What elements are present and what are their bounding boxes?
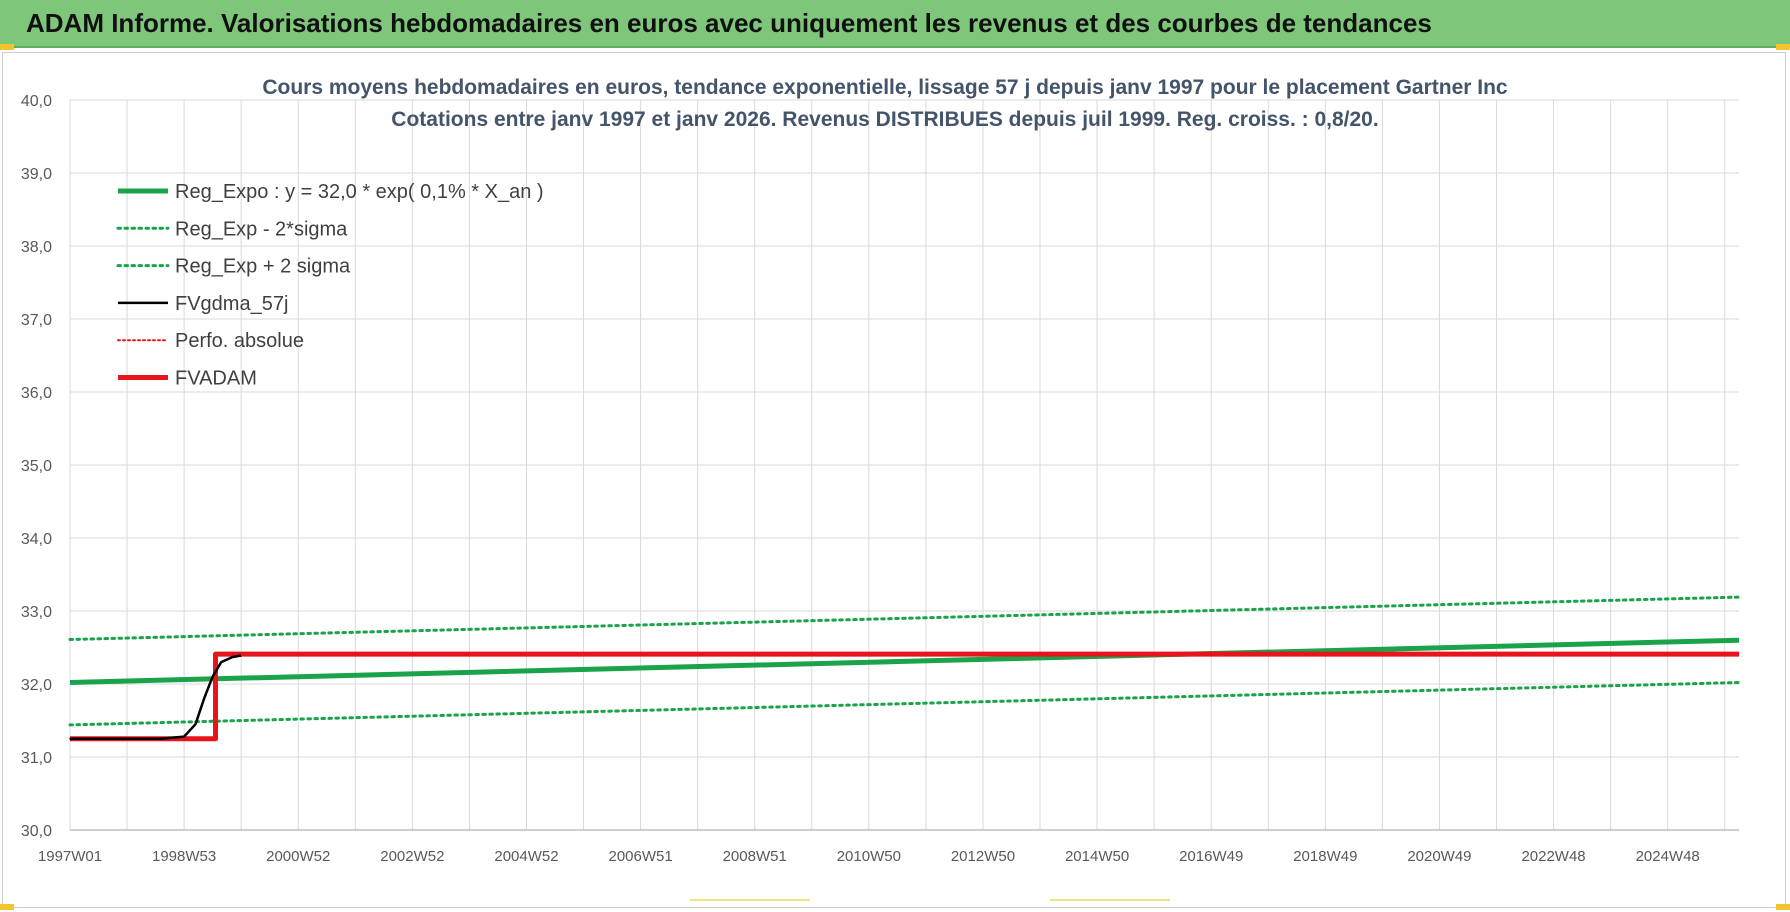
y-tick-label: 34,0	[21, 531, 52, 548]
footer-mark	[690, 899, 810, 901]
x-tick-label: 2008W51	[723, 848, 787, 865]
x-tick-label: 2012W50	[951, 848, 1015, 865]
y-tick-label: 33,0	[21, 604, 52, 621]
legend-label: Reg_Exp - 2*sigma	[175, 218, 348, 240]
footer-mark	[1050, 899, 1170, 901]
x-tick-label: 1998W53	[152, 848, 216, 865]
legend-label: Reg_Exp + 2 sigma	[175, 256, 351, 278]
y-tick-label: 40,0	[21, 93, 52, 110]
x-tick-label: 1997W01	[38, 848, 102, 865]
series-line	[70, 651, 1739, 742]
x-axis-ticks: 1997W01 1998W53 2000W52 2002W52 2004W52 2006W…	[38, 848, 1700, 865]
chart-title: Cours moyens hebdomadaires en euros, ten…	[262, 76, 1508, 131]
legend-label: Reg_Expo : y = 32,0 * exp( 0,1% * X_an )	[175, 181, 544, 203]
x-tick-label: 2020W49	[1407, 848, 1471, 865]
series-line	[68, 681, 1741, 727]
series-line	[69, 653, 1740, 740]
x-tick-label: 2006W51	[608, 848, 672, 865]
corner-mark	[0, 904, 14, 910]
corner-mark	[1776, 44, 1790, 50]
series-line	[70, 654, 242, 741]
y-tick-label: 30,0	[21, 823, 52, 840]
report-banner: ADAM Informe. Valorisations hebdomadaire…	[0, 0, 1790, 48]
corner-mark	[0, 44, 14, 50]
y-tick-label: 39,0	[21, 166, 52, 183]
y-axis-ticks: 30,0 31,0 32,0 33,0 34,0 35,0 36,0 37,0 38,0 39,0…	[21, 93, 52, 840]
report-title: ADAM Informe. Valorisations hebdomadaire…	[26, 8, 1432, 38]
y-tick-label: 31,0	[21, 750, 52, 767]
x-tick-label: 2004W52	[494, 848, 558, 865]
chart-series	[68, 595, 1741, 742]
x-tick-label: 2016W49	[1179, 848, 1243, 865]
legend-label: FVgdma_57j	[175, 293, 288, 315]
y-tick-label: 36,0	[21, 385, 52, 402]
x-tick-label: 2022W48	[1521, 848, 1585, 865]
chart-title-line2: Cotations entre janv 1997 et janv 2026. …	[391, 108, 1378, 131]
x-tick-label: 2002W52	[380, 848, 444, 865]
x-tick-label: 2024W48	[1636, 848, 1700, 865]
x-tick-label: 2018W49	[1293, 848, 1357, 865]
y-tick-label: 32,0	[21, 677, 52, 694]
x-tick-label: 2014W50	[1065, 848, 1129, 865]
legend-label: Perfo. absolue	[175, 330, 304, 352]
chart-title-line1: Cours moyens hebdomadaires en euros, ten…	[262, 76, 1508, 99]
chart-frame	[2, 52, 1786, 908]
y-tick-label: 37,0	[21, 312, 52, 329]
series-line	[69, 637, 1740, 685]
x-tick-label: 2010W50	[837, 848, 901, 865]
series-line	[68, 595, 1741, 641]
chart-legend: Reg_Expo : y = 32,0 * exp( 0,1% * X_an )…	[116, 181, 544, 390]
chart-grid	[69, 99, 1739, 831]
y-tick-label: 35,0	[21, 458, 52, 475]
legend-label: FVADAM	[175, 368, 257, 390]
x-tick-label: 2000W52	[266, 848, 330, 865]
corner-mark	[1776, 904, 1790, 910]
y-tick-label: 38,0	[21, 239, 52, 256]
